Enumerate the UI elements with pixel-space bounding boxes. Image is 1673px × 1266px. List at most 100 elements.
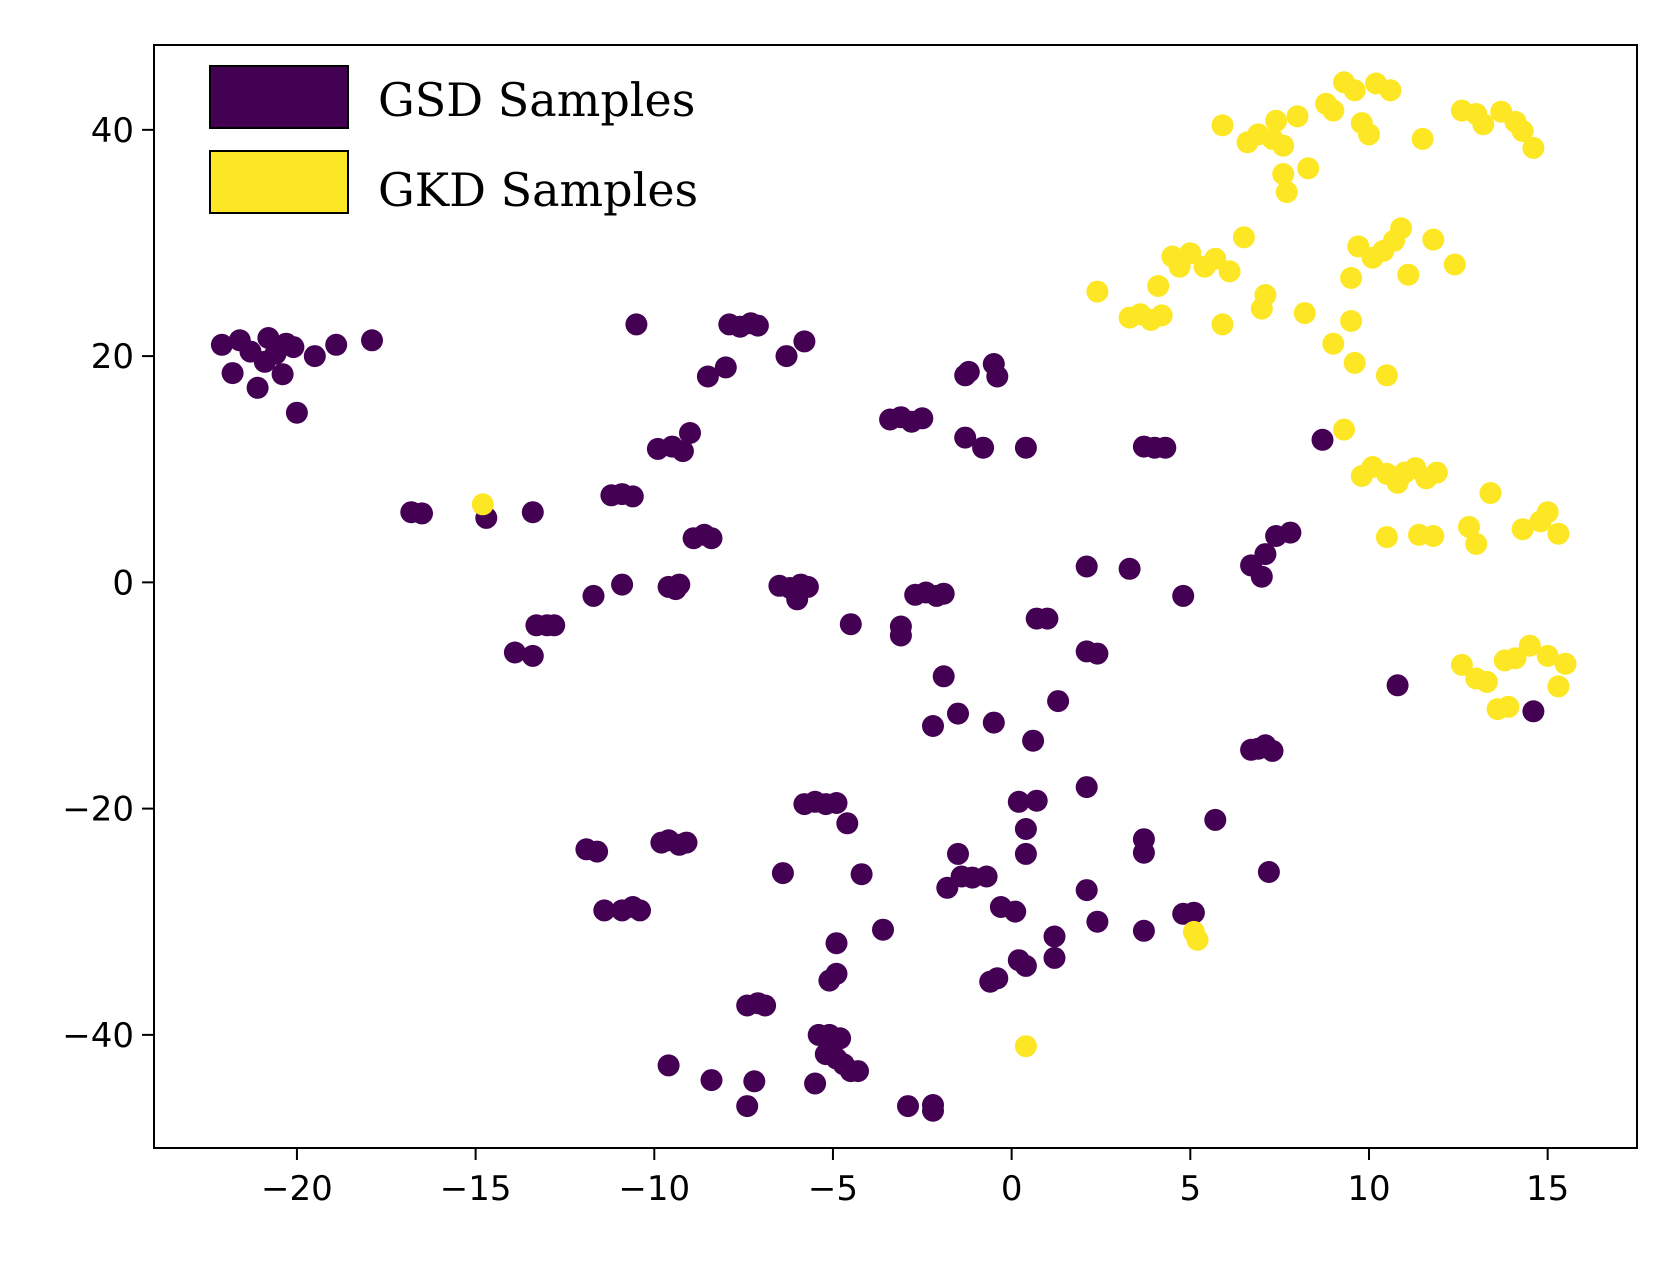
scatter-point-gsd-1 [221, 362, 244, 385]
scatter-point-gsd-70 [771, 862, 794, 885]
x-tick-label: −5 [808, 1169, 858, 1209]
scatter-point-gsd-20 [521, 644, 544, 667]
legend-label-gsd: GSD Samples [378, 73, 695, 127]
scatter-point-gkd-9 [1179, 242, 1202, 265]
scatter-point-gkd-14 [1186, 928, 1209, 951]
scatter-point-gkd-77 [1547, 522, 1570, 545]
x-tick-label: 0 [1001, 1169, 1023, 1209]
scatter-point-gsd-75 [836, 812, 859, 835]
scatter-point-gsd-162 [1279, 521, 1302, 544]
scatter-point-gsd-154 [1254, 543, 1277, 566]
scatter-point-gsd-19 [503, 641, 526, 664]
scatter-point-gkd-85 [1518, 634, 1541, 657]
scatter-point-gkd-80 [1475, 670, 1498, 693]
scatter-point-gsd-31 [611, 573, 634, 596]
scatter-point-gkd-32 [1286, 105, 1309, 128]
scatter-point-gsd-119 [1014, 436, 1037, 459]
scatter-point-gsd-121 [1004, 900, 1027, 923]
scatter-point-gsd-78 [829, 1027, 852, 1050]
legend: GSD Samples GKD Samples [209, 65, 698, 217]
scatter-point-gkd-39 [1358, 123, 1380, 146]
scatter-point-gkd-28 [1265, 109, 1288, 132]
scatter-point-gkd-87 [1547, 675, 1570, 698]
scatter-point-gsd-30 [621, 485, 644, 508]
scatter-point-gsd-105 [922, 715, 944, 737]
scatter-point-gsd-129 [1025, 789, 1048, 812]
scatter-point-gsd-47 [657, 1054, 680, 1077]
scatter-point-gsd-69 [786, 588, 809, 611]
scatter-point-gsd-74 [825, 792, 848, 814]
scatter-point-gsd-60 [754, 994, 777, 1017]
scatter-point-gsd-140 [1075, 879, 1098, 902]
scatter-point-gsd-0 [210, 333, 233, 356]
scatter-point-gkd-71 [1458, 515, 1480, 538]
scatter-point-gkd-37 [1343, 79, 1366, 102]
scatter-point-gkd-22 [1343, 351, 1366, 374]
scatter-point-gsd-63 [775, 345, 798, 368]
scatter-point-gsd-23 [543, 614, 566, 637]
scatter-point-gkd-86 [1536, 644, 1559, 667]
scatter-point-gsd-52 [714, 356, 737, 379]
scatter-point-gkd-55 [1390, 217, 1413, 240]
scatter-point-gsd-134 [1043, 946, 1066, 969]
scatter-point-gsd-25 [586, 840, 609, 863]
legend-swatch-gsd [209, 65, 349, 129]
x-tick-label: −20 [261, 1169, 333, 1209]
plot-area-frame [153, 44, 1638, 1149]
scatter-point-gsd-145 [1154, 436, 1177, 459]
y-tick-label: 20 [91, 337, 134, 377]
x-tick-label: 10 [1347, 1169, 1390, 1209]
scatter-point-gkd-88 [1554, 652, 1577, 675]
scatter-point-gkd-74 [1511, 518, 1534, 541]
scatter-point-gkd-78 [1450, 653, 1473, 676]
scatter-point-gsd-123 [986, 967, 1009, 990]
scatter-point-gsd-149 [1172, 584, 1195, 607]
x-tick-label: −15 [440, 1169, 512, 1209]
scatter-point-gsd-106 [947, 702, 969, 725]
scatter-point-gsd-27 [593, 899, 616, 922]
y-tick-label: −20 [62, 790, 134, 830]
scatter-point-gsd-126 [1014, 842, 1037, 865]
data-points [210, 71, 1577, 1122]
scatter-point-gkd-56 [1397, 263, 1420, 286]
scatter-point-gsd-4 [246, 376, 269, 399]
scatter-point-gsd-132 [1036, 607, 1059, 630]
scatter-point-gkd-1 [1086, 280, 1109, 303]
scatter-point-gsd-42 [668, 573, 691, 596]
scatter-point-gkd-58 [1443, 253, 1466, 276]
scatter-point-gkd-18 [1254, 284, 1277, 306]
scatter-point-gsd-125 [1014, 954, 1037, 977]
scatter-point-gkd-89 [1014, 1035, 1037, 1058]
scatter-point-gsd-86 [825, 962, 848, 985]
scatter-point-gkd-57 [1422, 228, 1445, 251]
scatter-point-gkd-31 [1272, 134, 1295, 157]
scatter-point-gkd-33 [1297, 157, 1320, 180]
scatter-point-gsd-88 [839, 613, 862, 636]
scatter-point-gkd-0 [471, 493, 494, 516]
scatter-point-gkd-12 [1218, 260, 1241, 283]
scatter-point-gsd-53 [700, 1069, 723, 1092]
scatter-point-gsd-11 [285, 401, 308, 424]
scatter-point-gsd-39 [679, 422, 701, 444]
scatter-point-gkd-24 [1211, 114, 1234, 137]
scatter-point-gkd-50 [1340, 267, 1363, 289]
scatter-point-gsd-84 [804, 1072, 827, 1095]
scatter-point-gsd-118 [986, 365, 1009, 388]
scatter-point-gsd-8 [271, 363, 294, 386]
scatter-point-gkd-49 [1522, 136, 1545, 159]
scatter-point-gkd-67 [1425, 461, 1448, 484]
scatter-point-gkd-11 [1204, 247, 1227, 270]
scatter-point-gsd-87 [825, 932, 848, 955]
scatter-point-gsd-14 [361, 329, 383, 352]
scatter-point-gsd-152 [1204, 808, 1227, 831]
scatter-point-gkd-72 [1465, 532, 1488, 555]
scatter-point-gsd-13 [325, 333, 348, 356]
scatter-point-gkd-23 [1375, 364, 1398, 387]
scatter-point-gsd-62 [743, 1070, 766, 1093]
scatter-point-gsd-142 [1118, 557, 1141, 580]
scatter-point-gsd-155 [1250, 565, 1273, 588]
scatter-point-gsd-135 [1047, 690, 1070, 713]
scatter-point-gkd-70 [1422, 525, 1445, 547]
